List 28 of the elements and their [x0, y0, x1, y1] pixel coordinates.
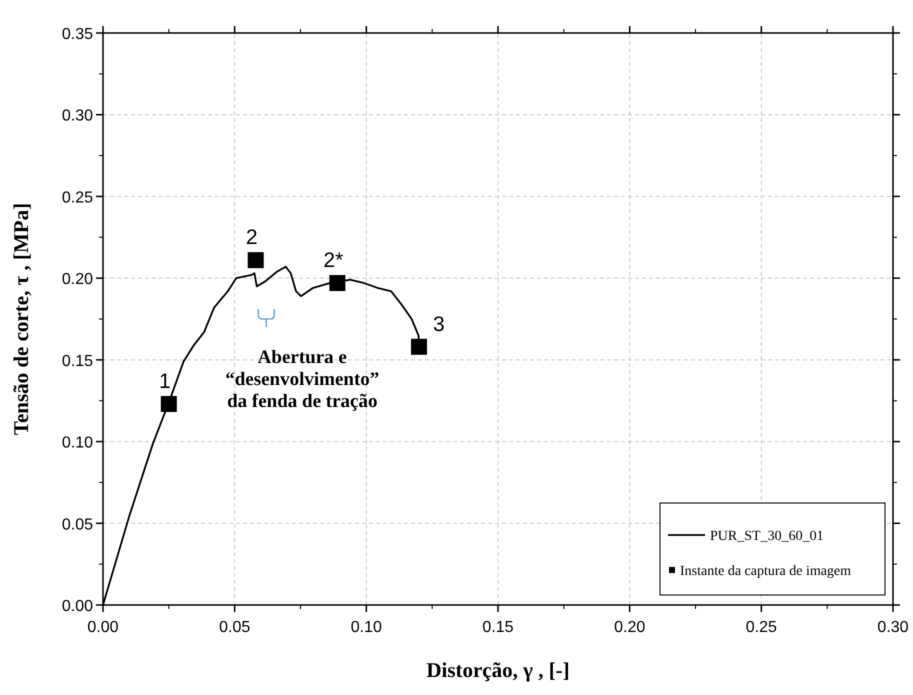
y-axis-title: Tensão de corte, τ , [MPa]: [9, 202, 33, 436]
x-tick-label: 0.05: [219, 619, 250, 636]
x-tick-label: 0.10: [350, 619, 382, 636]
annotation: 3: [433, 312, 445, 336]
y-tick-label: 0.10: [62, 434, 94, 452]
x-axis-title: Distorção, γ , [-]: [426, 658, 570, 682]
point: [411, 338, 427, 355]
point: [160, 396, 177, 412]
x-tick-label: 0.30: [877, 619, 909, 636]
annotation: 2*: [323, 249, 344, 272]
x-tick-label: 0.25: [746, 619, 778, 636]
y-tick-label: 0.05: [62, 516, 94, 534]
x-tick-label: 0.15: [482, 619, 514, 636]
x-tick-label: 0.20: [614, 619, 646, 636]
y-tick-label: 0.15: [62, 352, 94, 370]
annotation: 2: [246, 226, 258, 250]
x-tick-label: 0.00: [87, 619, 119, 636]
y-tick-label: 0.20: [62, 271, 94, 288]
point: [248, 252, 264, 268]
legend-label: Instante da captura de imagem: [680, 564, 852, 579]
y-tick-label: 0.30: [62, 108, 94, 125]
point: [329, 275, 346, 292]
y-tick-label: 0.35: [62, 26, 94, 43]
annotation: Abertura e “desenvolvimento” da fenda de tração: [225, 347, 380, 412]
legend-label: PUR_ST_30_60_01: [710, 529, 824, 544]
y-tick-label: 0.00: [62, 598, 94, 615]
y-tick-label: 0.25: [62, 189, 94, 206]
annotation: 1: [158, 370, 171, 393]
